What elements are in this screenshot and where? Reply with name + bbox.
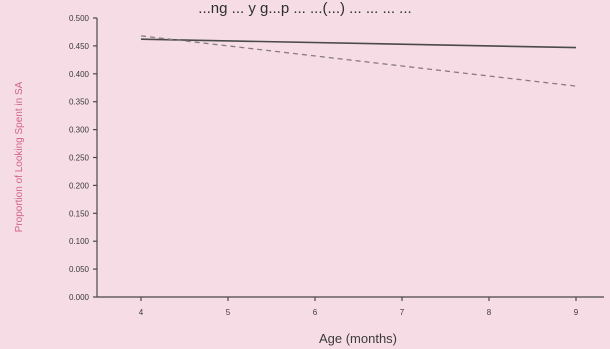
x-tick-label: 8 [487, 308, 492, 317]
solid-series-line [140, 38, 577, 49]
y-tick-label: 0.450 [69, 42, 90, 51]
y-tick-label: 0.300 [69, 126, 90, 135]
x-axis-ticks: 4 5 6 7 8 9 [139, 297, 579, 317]
y-tick-label: 0.200 [69, 181, 90, 190]
x-axis-label: Age (months) [319, 331, 397, 346]
x-tick-label: 5 [226, 308, 231, 317]
y-tick-label: 0.100 [69, 237, 90, 246]
y-tick-label: 0.350 [69, 98, 90, 107]
y-tick-label: 0.400 [69, 70, 90, 79]
y-axis-ticks: 0.000 0.050 0.100 0.150 0.200 0.250 0.300 0.350… [69, 14, 97, 302]
x-tick-label: 7 [400, 308, 405, 317]
series-layer [140, 35, 577, 87]
y-tick-label: 0.000 [69, 293, 90, 302]
y-tick-label: 0.500 [69, 14, 90, 23]
y-tick-label: 0.150 [69, 209, 90, 218]
y-tick-label: 0.250 [69, 154, 90, 163]
dashed-series-line [140, 35, 577, 87]
y-tick-label: 0.050 [69, 265, 90, 274]
x-tick-label: 6 [313, 308, 318, 317]
y-axis-label: Proportion of Looking Spent in SA [14, 81, 25, 232]
x-tick-label: 4 [139, 308, 144, 317]
x-tick-label: 9 [574, 308, 579, 317]
top-caption: ...ng ... y g...p ... ...(...) ... ... .… [198, 0, 411, 17]
